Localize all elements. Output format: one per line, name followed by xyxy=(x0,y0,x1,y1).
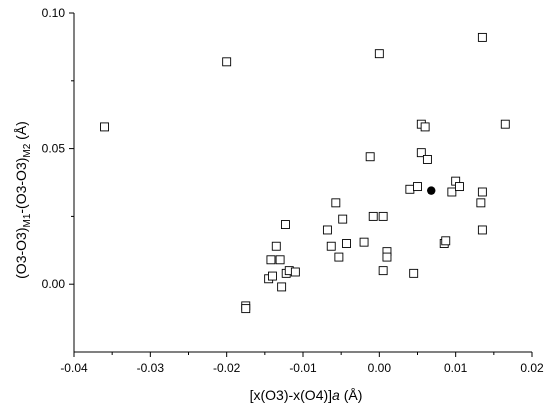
x-axis-ticks: -0.04 -0.03 -0.02 -0.01 0.00 0.01 0.02 xyxy=(60,352,544,375)
data-point-square xyxy=(477,225,487,235)
x-tick-label: -0.04 xyxy=(60,361,88,375)
data-point-square xyxy=(280,220,290,229)
data-point-square xyxy=(416,148,426,158)
data-point-square xyxy=(277,282,287,292)
data-point-square xyxy=(447,187,457,197)
data-point-square xyxy=(422,154,432,164)
data-point-filled-circle xyxy=(427,186,436,195)
y-tick-label: 0.10 xyxy=(42,6,66,20)
data-point-square xyxy=(374,49,384,59)
data-point-square xyxy=(500,119,510,129)
data-point-square xyxy=(368,211,378,221)
data-point-square xyxy=(241,304,251,314)
data-point-square xyxy=(290,267,300,277)
data-point-square xyxy=(455,182,464,192)
x-tick-label: 0.00 xyxy=(368,361,392,375)
data-point-square xyxy=(275,255,285,265)
data-point-square xyxy=(413,182,422,192)
data-point-square xyxy=(476,198,486,208)
data-point-square xyxy=(222,57,232,67)
data-point-square xyxy=(326,241,336,251)
data-point-square xyxy=(378,266,388,276)
data-point-square xyxy=(405,184,415,194)
data-point-square xyxy=(100,122,109,132)
data-points xyxy=(100,32,510,314)
x-tick-label: 0.01 xyxy=(444,361,468,375)
x-tick-label: 0.02 xyxy=(520,361,544,375)
y-tick-label: 0.05 xyxy=(42,142,66,156)
data-point-square xyxy=(409,268,419,278)
data-point-square xyxy=(271,241,281,251)
y-axis-label: (O3-O3)M1-(O3-O3)M2 (Å) xyxy=(13,121,33,279)
x-tick-label: -0.03 xyxy=(137,361,165,375)
x-tick-label: -0.01 xyxy=(289,361,317,375)
data-point-square xyxy=(441,236,451,246)
data-point-square xyxy=(365,152,375,162)
data-point-square xyxy=(477,32,487,42)
data-point-square xyxy=(382,252,392,262)
data-point-square xyxy=(331,198,341,208)
x-tick-label: -0.02 xyxy=(213,361,241,375)
data-point-square xyxy=(266,255,276,265)
data-point-square xyxy=(477,187,487,197)
x-axis-label: [x(O3)-x(O4)]a (Å) xyxy=(250,387,363,403)
data-point-square xyxy=(268,271,277,281)
data-point-square xyxy=(334,252,344,262)
data-point-square xyxy=(338,214,348,224)
data-point-square xyxy=(322,225,332,235)
data-point-square xyxy=(342,239,351,248)
data-point-square xyxy=(420,122,430,132)
y-tick-label: 0.00 xyxy=(42,277,66,291)
data-point-square xyxy=(359,237,369,247)
data-point-square xyxy=(378,211,388,221)
y-axis-ticks: 0.00 0.05 0.10 xyxy=(42,6,74,291)
